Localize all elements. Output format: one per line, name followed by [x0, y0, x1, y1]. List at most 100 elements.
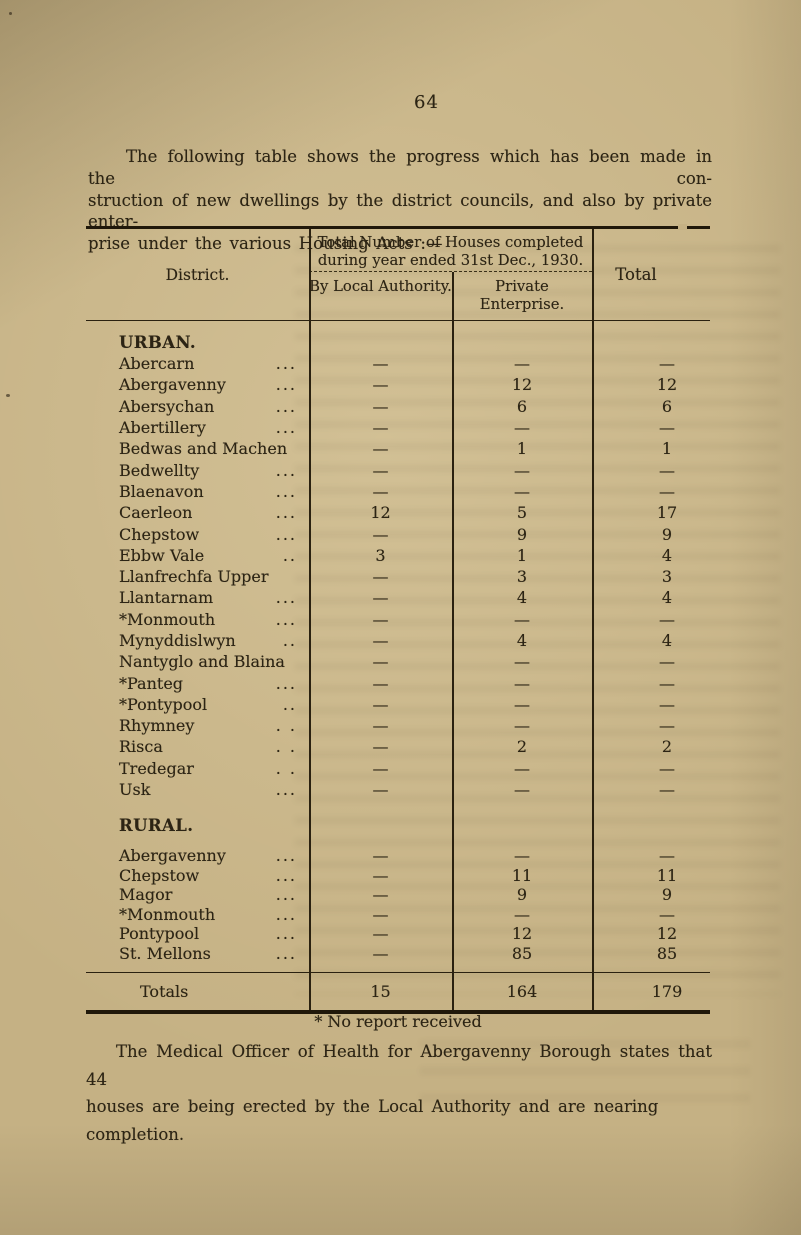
total-column-header: Total — [615, 265, 657, 284]
ink-speck — [9, 12, 12, 15]
total-value: 12 — [656, 375, 678, 395]
local-authority-value: — — [372, 631, 389, 650]
private-enterprise-value: — — [514, 846, 530, 866]
intro-line: prise under the various Housing Acts :— — [88, 234, 443, 254]
district-cell: Magor... — [86, 885, 309, 904]
leader-dots: . . — [275, 716, 297, 736]
private-enterprise-value: 2 — [516, 737, 528, 757]
district-name: Llanfrechfa Upper — [119, 567, 269, 587]
private-enterprise-value: — — [514, 418, 530, 438]
district-name: *Panteg — [119, 673, 184, 693]
district-name: Caerleon — [119, 503, 193, 523]
local-authority-value: — — [372, 567, 389, 587]
table-row: Chepstow... — 11 11 — [86, 866, 710, 886]
district-name: Abersychan — [119, 396, 215, 416]
group-header-line: during year ended 31st Dec., 1930. — [317, 251, 584, 269]
leader-dots: . . — [275, 737, 297, 757]
total-value: 9 — [661, 885, 673, 905]
district-name: Abertillery — [119, 418, 206, 438]
district-name: Abercarn — [119, 354, 195, 374]
local-authority-value: — — [372, 439, 389, 459]
district-cell: Usk... — [86, 780, 309, 799]
leader-dots: ... — [275, 354, 297, 374]
table-footnote: * No report received — [314, 1012, 482, 1031]
leader-dots: ... — [275, 673, 297, 693]
table-row: Caerleon... 12 5 17 — [86, 502, 710, 523]
district-cell: Abercarn... — [86, 354, 309, 373]
total-value: 6 — [661, 396, 673, 416]
table-row: Ebbw Vale.. 3 1 4 — [86, 545, 710, 566]
leader-dots: . . — [275, 758, 297, 778]
local-authority-value: 12 — [370, 503, 391, 523]
column-rule — [452, 272, 454, 1011]
page-bleed-through — [420, 1040, 750, 1110]
leader-dots: ... — [275, 846, 297, 866]
district-name: Ebbw Vale — [119, 545, 205, 565]
local-authority-value: — — [372, 481, 389, 501]
table-row: *Monmouth... — — — — [86, 609, 710, 630]
table-row: Tredegar . . — — — — [86, 758, 710, 779]
district-name: Risca — [119, 737, 163, 757]
leader-dots: .. — [282, 631, 297, 650]
local-authority-value: — — [372, 396, 389, 416]
private-enterprise-value: — — [514, 758, 530, 778]
leader-dots: ... — [275, 375, 297, 395]
table-row: Nantyglo and Blaina — — — — [86, 651, 710, 672]
column-rule — [592, 229, 594, 1011]
ink-speck — [6, 394, 10, 397]
table-row: Bedwellty... — — — — [86, 459, 710, 480]
total-value: 4 — [661, 588, 673, 608]
private-enterprise-value: — — [514, 694, 530, 714]
district-cell: Blaenavon... — [86, 482, 309, 501]
table-row: Mynyddislwyn.. — 4 4 — [86, 630, 710, 651]
total-value: — — [659, 460, 675, 480]
district-cell: *Monmouth... — [86, 610, 309, 629]
private-enterprise-value: — — [514, 904, 530, 924]
district-cell: Chepstow... — [86, 866, 309, 885]
total-value: 9 — [661, 524, 673, 544]
houses-completed-group-header: Total Number of Houses completed during … — [309, 229, 592, 272]
totals-total-value: 179 — [651, 982, 683, 1002]
district-name: Usk — [119, 780, 151, 800]
private-enterprise-value: — — [514, 652, 530, 672]
table-row: *Monmouth... — — — — [86, 905, 710, 925]
total-value: 17 — [656, 503, 678, 523]
local-authority-column-header: By Local Authority. — [309, 277, 452, 295]
private-enterprise-value: 6 — [516, 396, 528, 416]
table-row: *Pontypool.. — — — — [86, 694, 710, 715]
district-name: Abergavenny — [119, 846, 226, 866]
district-name: Chepstow — [119, 865, 200, 885]
leader-dots: ... — [275, 904, 297, 924]
table-row: Rhymney . . — — — — [86, 715, 710, 736]
district-name: Nantyglo and Blaina — [119, 652, 285, 672]
district-column-header: District. — [165, 265, 230, 284]
leader-dots: ... — [275, 588, 297, 608]
leader-dots: ... — [275, 943, 297, 963]
district-cell: Abertillery... — [86, 418, 309, 437]
closing-line: The Medical Officer of Health for Aberga… — [86, 1042, 712, 1089]
page-bleed-through — [295, 245, 780, 995]
local-authority-value: — — [372, 758, 389, 778]
district-name: Pontypool — [119, 924, 200, 944]
column-rule — [309, 229, 311, 1011]
total-value: 11 — [656, 865, 678, 885]
district-name: Bedwellty — [119, 460, 200, 480]
totals-divider-rule — [86, 972, 710, 974]
total-value: 3 — [661, 567, 673, 587]
urban-section-label: URBAN. — [119, 333, 197, 352]
district-cell: *Panteg... — [86, 674, 309, 693]
local-authority-value: — — [372, 943, 389, 963]
private-enterprise-value: 12 — [511, 924, 533, 944]
leader-dots: ... — [275, 924, 297, 944]
total-value: 12 — [656, 924, 678, 944]
private-enterprise-value: 3 — [516, 567, 528, 587]
rule-break — [678, 224, 687, 230]
leader-dots: ... — [275, 780, 297, 800]
district-cell: St. Mellons... — [86, 944, 309, 963]
private-enterprise-value: — — [514, 460, 530, 480]
district-cell: Abergavenny... — [86, 846, 309, 865]
total-value: — — [659, 652, 675, 672]
private-enterprise-value: 9 — [516, 885, 528, 905]
district-cell: Mynyddislwyn.. — [86, 631, 309, 650]
